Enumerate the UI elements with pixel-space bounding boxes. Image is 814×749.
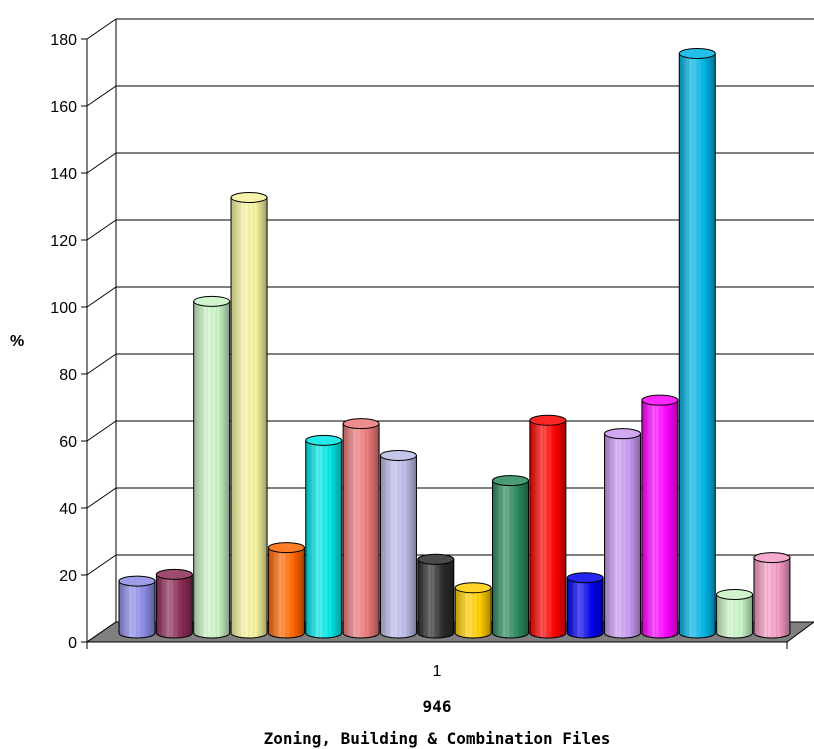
y-tick-label: 160 bbox=[50, 99, 77, 116]
bar-top bbox=[118, 575, 156, 587]
bar-top bbox=[454, 582, 492, 594]
bar-top bbox=[305, 434, 343, 446]
bar bbox=[118, 575, 156, 639]
bar bbox=[753, 552, 791, 639]
bar bbox=[305, 434, 343, 639]
bar-body bbox=[529, 419, 567, 639]
bar-body bbox=[155, 573, 193, 639]
bar-top bbox=[492, 475, 529, 487]
bar-body bbox=[342, 423, 380, 639]
bar bbox=[492, 475, 529, 639]
bar bbox=[716, 588, 754, 639]
gridline-connector bbox=[86, 286, 117, 308]
y-tick-label: 0 bbox=[68, 635, 77, 652]
bar-top bbox=[193, 295, 231, 307]
bar-body bbox=[417, 558, 455, 639]
y-tick-label: 100 bbox=[50, 300, 77, 317]
bar-top bbox=[155, 568, 193, 580]
bar-top bbox=[230, 192, 268, 203]
bar-body bbox=[716, 593, 754, 639]
bar bbox=[379, 449, 417, 639]
y-tick-label: 140 bbox=[50, 166, 77, 183]
y-tick-label: 80 bbox=[59, 367, 77, 384]
bar-top bbox=[342, 418, 380, 430]
bar-body bbox=[230, 197, 268, 639]
bars bbox=[118, 47, 791, 639]
bar-top bbox=[678, 47, 716, 59]
bar-top bbox=[417, 553, 455, 565]
y-tick-label: 40 bbox=[59, 501, 77, 518]
gridline-connector bbox=[86, 219, 117, 241]
bar-body bbox=[566, 577, 604, 639]
bar bbox=[529, 414, 567, 639]
bar-body bbox=[492, 480, 529, 639]
y-axis: 0 20 40 60 80 100 120 140 160 180 bbox=[50, 32, 88, 652]
y-tick-label: 180 bbox=[50, 32, 77, 49]
y-tick-label: 60 bbox=[59, 434, 77, 451]
bar-body bbox=[641, 399, 679, 639]
gridline-connector bbox=[86, 152, 117, 174]
bar bbox=[342, 418, 380, 639]
bar-body bbox=[118, 580, 156, 639]
bar-top bbox=[529, 414, 567, 426]
bar-body bbox=[379, 454, 417, 639]
bar bbox=[454, 582, 492, 639]
bar bbox=[155, 568, 193, 639]
y-tick-label: 20 bbox=[59, 568, 77, 585]
bar bbox=[604, 428, 642, 639]
gridline-connector bbox=[86, 420, 117, 442]
x-axis-title: 946 bbox=[423, 697, 452, 716]
bar-top bbox=[379, 449, 417, 461]
bar-top bbox=[641, 394, 679, 406]
bar-body bbox=[193, 300, 231, 639]
gridline-connector bbox=[86, 353, 117, 375]
bar-top bbox=[604, 428, 642, 440]
bar-body bbox=[305, 439, 343, 639]
bar-body bbox=[454, 587, 492, 639]
bar-body bbox=[267, 547, 305, 639]
bar bbox=[678, 47, 716, 639]
bar bbox=[566, 572, 604, 639]
bar bbox=[230, 192, 268, 639]
bar-top bbox=[267, 542, 305, 554]
gridline-connector bbox=[86, 18, 117, 40]
gridline-connector bbox=[86, 487, 117, 509]
x-tick-label: 1 bbox=[433, 663, 442, 680]
bar-top bbox=[716, 588, 754, 600]
y-tick-label: 120 bbox=[50, 233, 77, 250]
bar-top bbox=[566, 572, 604, 584]
bar bbox=[417, 553, 455, 639]
bar-body bbox=[678, 52, 716, 639]
bar bbox=[193, 295, 231, 639]
bar-top bbox=[753, 552, 791, 564]
y-axis-label: % bbox=[10, 333, 24, 350]
bar-body bbox=[753, 557, 791, 639]
gridline-connector bbox=[86, 554, 117, 576]
x-axis-subtitle: Zoning, Building & Combination Files bbox=[264, 729, 611, 748]
bar bbox=[267, 542, 305, 639]
bar-body bbox=[604, 433, 642, 639]
gridline-connector bbox=[86, 85, 117, 107]
bar bbox=[641, 394, 679, 639]
x-axis: 1 bbox=[86, 642, 788, 680]
